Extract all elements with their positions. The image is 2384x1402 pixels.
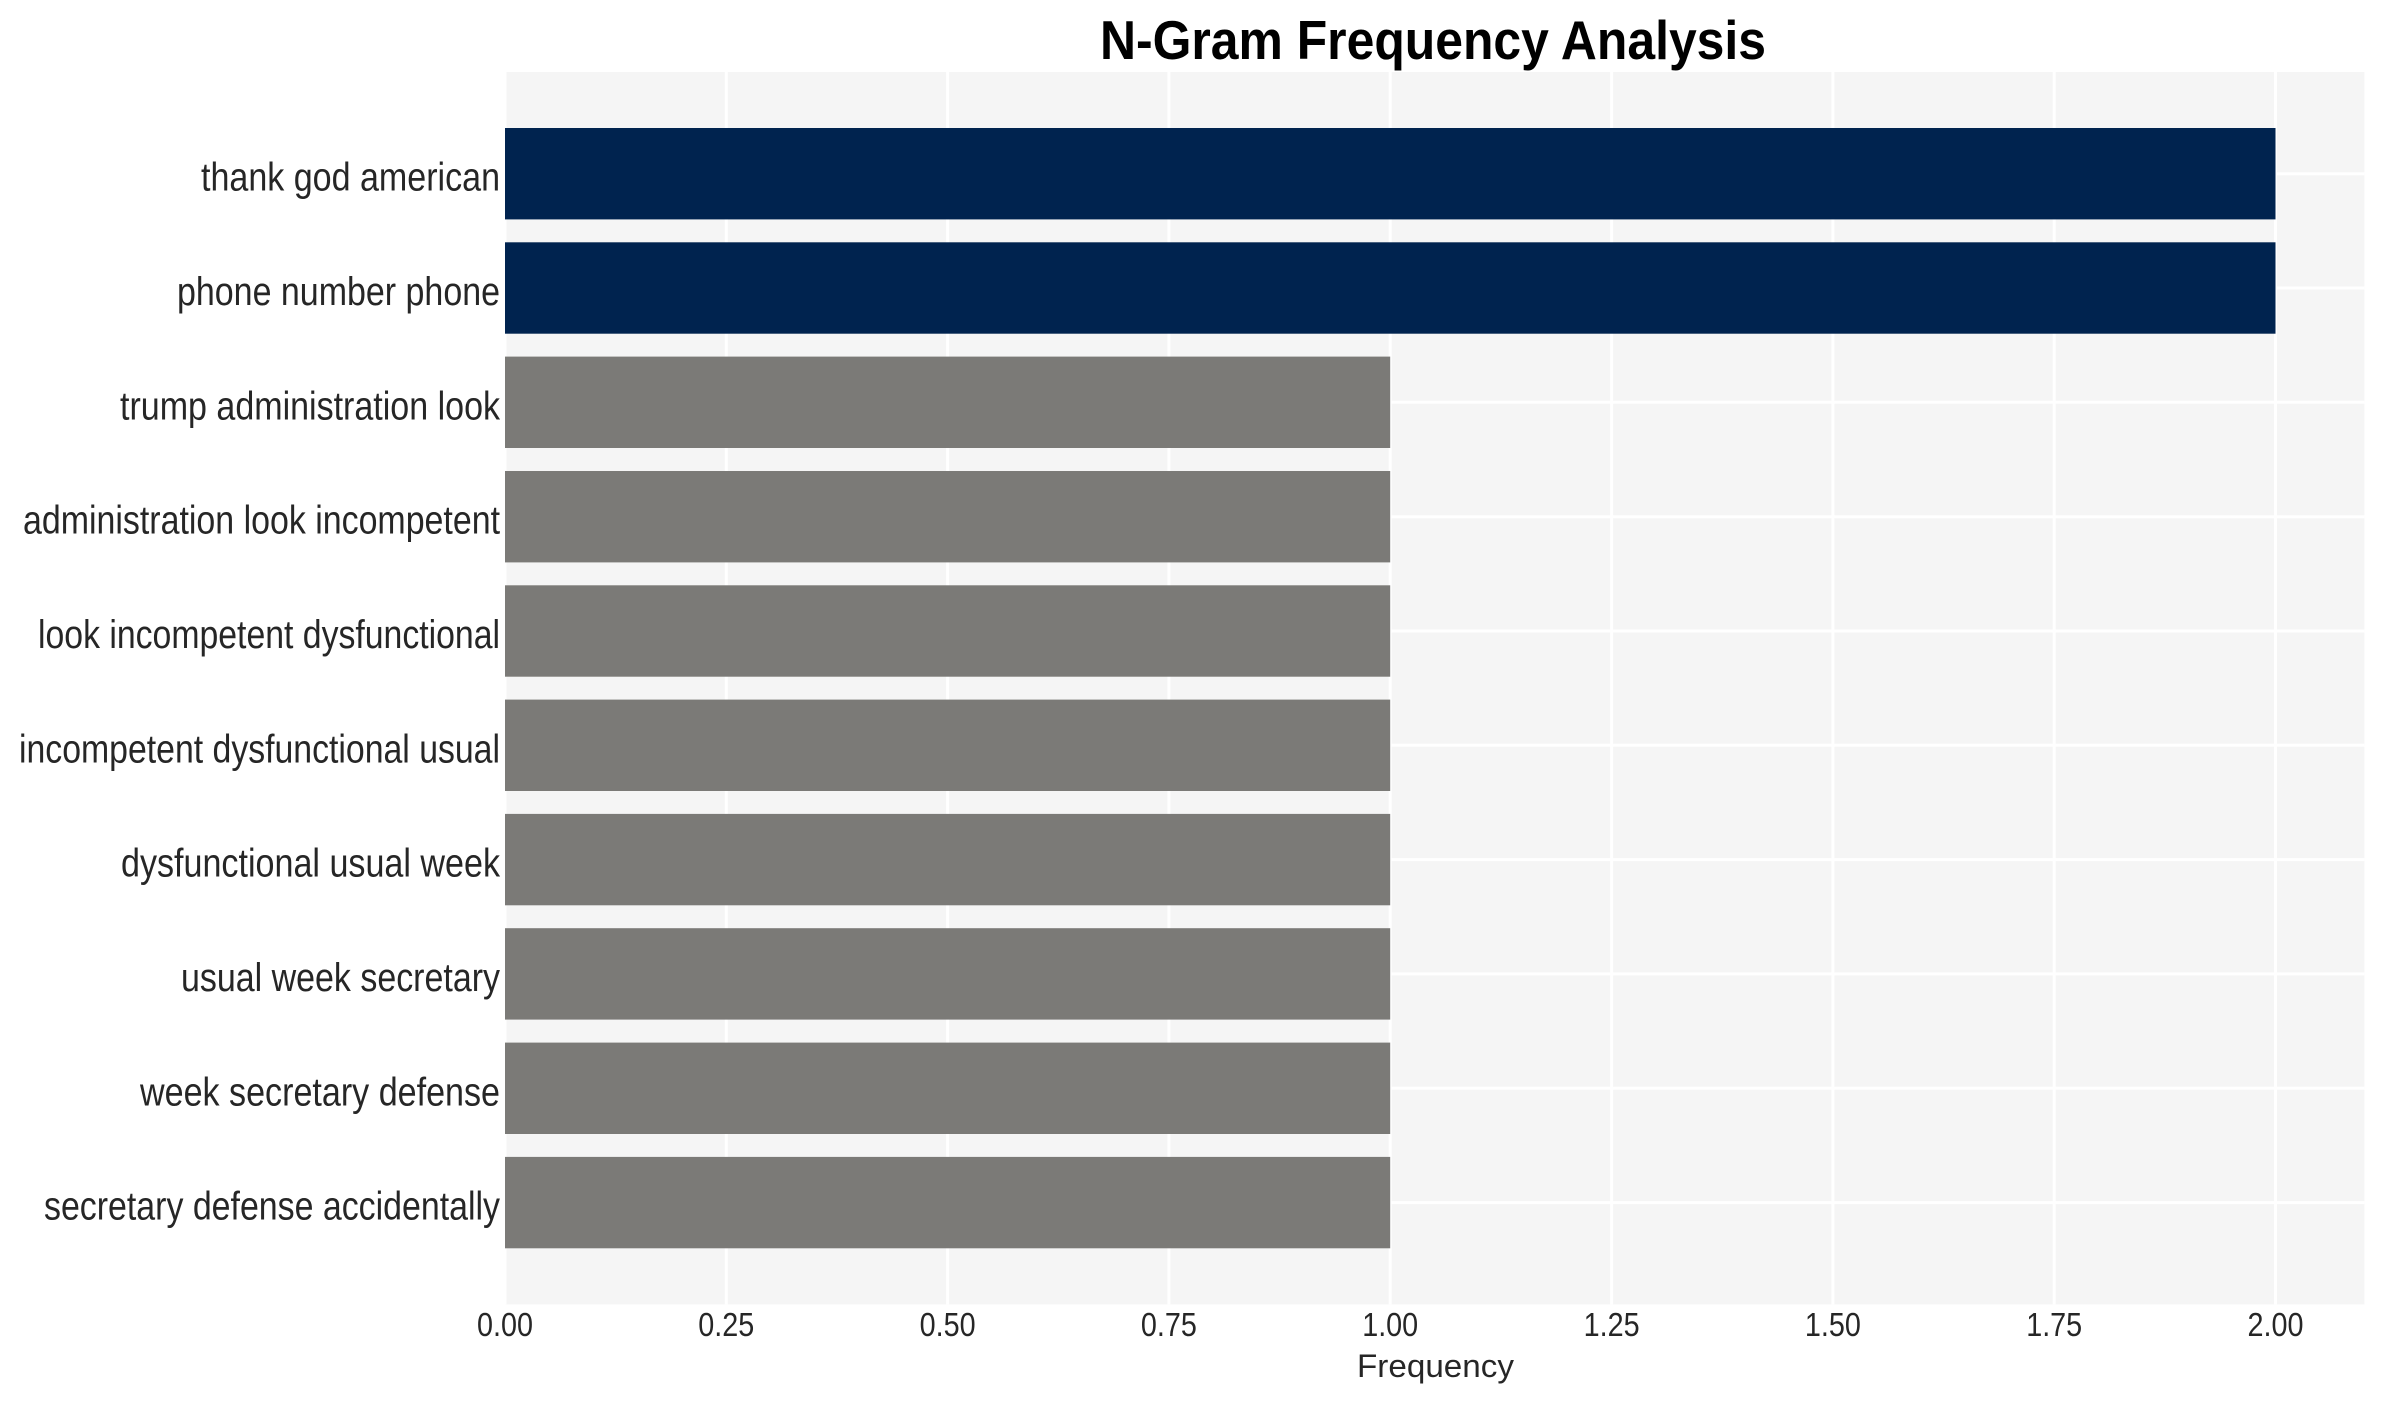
svg-text:0.50: 0.50 bbox=[920, 1306, 976, 1343]
svg-text:look incompetent dysfunctional: look incompetent dysfunctional bbox=[38, 613, 500, 657]
svg-text:1.25: 1.25 bbox=[1584, 1306, 1640, 1343]
svg-text:trump administration look: trump administration look bbox=[120, 384, 501, 428]
svg-text:incompetent dysfunctional usua: incompetent dysfunctional usual bbox=[19, 727, 500, 771]
svg-text:1.00: 1.00 bbox=[1362, 1306, 1418, 1343]
svg-text:0.00: 0.00 bbox=[477, 1306, 533, 1343]
svg-text:usual week secretary: usual week secretary bbox=[181, 956, 500, 1000]
svg-text:phone number phone: phone number phone bbox=[177, 270, 500, 314]
svg-text:2.00: 2.00 bbox=[2248, 1306, 2304, 1343]
svg-text:administration look incompeten: administration look incompetent bbox=[23, 499, 500, 543]
svg-text:dysfunctional usual week: dysfunctional usual week bbox=[121, 842, 501, 886]
svg-text:0.75: 0.75 bbox=[1141, 1306, 1197, 1343]
svg-text:thank god american: thank god american bbox=[201, 156, 500, 200]
svg-text:Frequency: Frequency bbox=[1357, 1348, 1515, 1384]
svg-text:1.75: 1.75 bbox=[2026, 1306, 2082, 1343]
svg-text:N-Gram Frequency Analysis: N-Gram Frequency Analysis bbox=[1100, 9, 1766, 71]
svg-text:week secretary defense: week secretary defense bbox=[139, 1070, 500, 1114]
svg-text:secretary defense accidentally: secretary defense accidentally bbox=[44, 1185, 500, 1229]
svg-text:1.50: 1.50 bbox=[1805, 1306, 1861, 1343]
svg-text:0.25: 0.25 bbox=[698, 1306, 754, 1343]
